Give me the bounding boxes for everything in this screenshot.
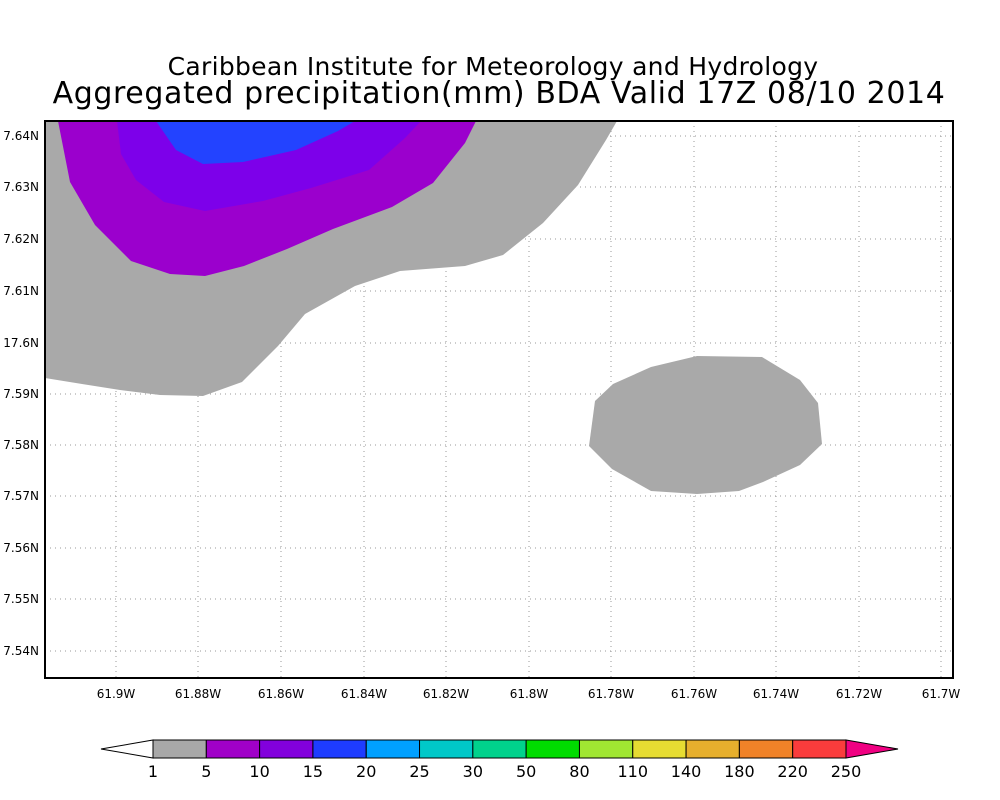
lat-label: 7.55N [3,592,39,606]
chart-title: Caribbean Institute for Meteorology and … [167,52,819,81]
colorbar-label: 10 [249,762,269,781]
lat-label: 7.59N [3,387,39,401]
color-legend: 1 5 10 15 20 25 30 50 80 110 140 180 220 250 [100,739,899,781]
colorbar-label: 50 [516,762,536,781]
lat-label: 7.64N [3,129,39,143]
chart-subtitle: Aggregated precipitation(mm) BDA Valid 1… [52,76,946,111]
lon-label: 61.74W [753,687,799,701]
lon-label: 61.82W [423,687,469,701]
lon-label: 61.88W [175,687,221,701]
lon-label: 61.84W [341,687,387,701]
lat-label: 7.56N [3,541,39,555]
lat-label: 17.6N [3,336,39,350]
colorbar-swatch [365,739,421,759]
lat-label: 7.54N [3,644,39,658]
lat-label: 7.57N [3,489,39,503]
colorbar-label: 140 [671,762,702,781]
colorbar-swatch [792,739,847,759]
colorbar-swatch [632,739,687,759]
contour-15mm [156,121,355,164]
colorbar-label: 180 [724,762,755,781]
colorbar-swatch [685,739,740,759]
lat-label: 7.62N [3,232,39,246]
lon-label: 61.7W [922,687,961,701]
colorbar-swatch [419,739,474,759]
colorbar-swatch [472,739,527,759]
colorbar-label: 1 [148,762,158,781]
colorbar-label: 110 [617,762,648,781]
colorbar-label: 20 [356,762,376,781]
lat-label: 7.58N [3,438,39,452]
colorbar-lower-arrow [100,739,154,759]
colorbar-label: 30 [463,762,483,781]
colorbar-label: 15 [303,762,323,781]
colorbar-swatch [738,739,794,759]
colorbar-swatch [205,739,261,759]
lon-label: 61.78W [588,687,634,701]
longitude-axis-labels: 61.9W 61.88W 61.86W 61.84W 61.82W 61.8W … [97,687,961,701]
precipitation-contours [45,121,822,494]
lat-label: 7.63N [3,180,39,194]
colorbar-upper-arrow [845,739,899,759]
colorbar-swatch [312,739,367,759]
colorbar-swatch [578,739,634,759]
colorbar-label: 250 [831,762,862,781]
contour-1mm-east [589,356,822,494]
colorbar-swatch [259,739,314,759]
map-frame [44,120,954,679]
lat-label: 7.61N [3,284,39,298]
colorbar-swatch [525,739,580,759]
colorbar-label: 5 [201,762,211,781]
lon-label: 61.86W [258,687,304,701]
lon-label: 61.8W [510,687,549,701]
latitude-axis-labels: 7.64N 7.63N 7.62N 7.61N 17.6N 7.59N 7.58… [3,129,39,658]
colorbar-label: 80 [569,762,589,781]
lon-label: 61.72W [836,687,882,701]
colorbar-label: 25 [409,762,429,781]
lon-label: 61.9W [97,687,136,701]
colorbar-label: 220 [777,762,808,781]
lon-label: 61.76W [671,687,717,701]
colorbar-swatch [152,739,207,759]
